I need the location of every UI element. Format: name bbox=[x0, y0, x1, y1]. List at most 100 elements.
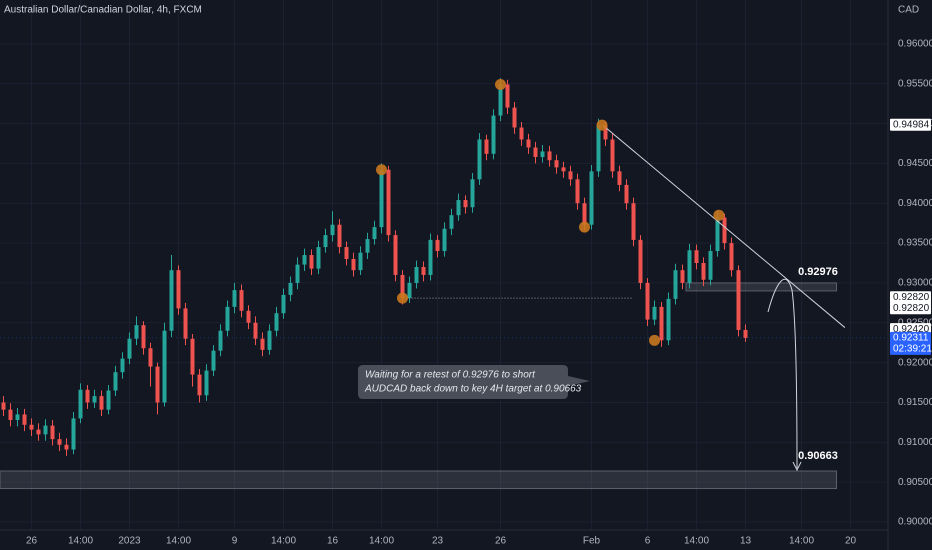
candle-body bbox=[393, 235, 398, 275]
pivot-marker bbox=[495, 78, 506, 90]
currency-label: CAD bbox=[898, 5, 919, 16]
candle-body bbox=[169, 270, 174, 331]
candle-body bbox=[519, 127, 524, 140]
candle-body bbox=[526, 139, 531, 148]
candle-body bbox=[379, 169, 384, 228]
candle-body bbox=[603, 125, 608, 140]
candle-body bbox=[8, 409, 13, 421]
y-tick-label: 0.90000 bbox=[898, 517, 932, 528]
zone bbox=[685, 282, 837, 292]
candle-body bbox=[127, 338, 132, 359]
candle-body bbox=[302, 255, 307, 265]
x-tick-label: 14:00 bbox=[684, 536, 709, 547]
x-tick-label: Feb bbox=[583, 536, 601, 547]
callout-box bbox=[358, 365, 590, 399]
candle-body bbox=[239, 290, 244, 311]
candle-body bbox=[631, 203, 636, 240]
candle-body bbox=[120, 358, 125, 373]
y-tick-label: 0.91500 bbox=[898, 397, 932, 408]
candle-body bbox=[211, 350, 216, 371]
candle-body bbox=[400, 274, 405, 299]
candle-body bbox=[232, 290, 237, 307]
x-tick-label: 13 bbox=[740, 536, 752, 547]
y-tick-label: 0.91000 bbox=[898, 437, 932, 448]
y-tick-label: 0.95500 bbox=[898, 78, 932, 89]
overlay: 0.92976 0.90663 bbox=[0, 78, 888, 462]
last-price-label: 0.92311 bbox=[893, 332, 929, 343]
candle-body bbox=[659, 306, 664, 341]
pivot-marker bbox=[376, 164, 387, 176]
candle-body bbox=[71, 418, 76, 450]
candle-body bbox=[281, 294, 286, 314]
candle-body bbox=[477, 139, 482, 180]
candle-body bbox=[99, 396, 104, 410]
candle-body bbox=[197, 374, 202, 396]
candle-body bbox=[547, 151, 552, 161]
candle-body bbox=[561, 167, 566, 172]
chart-title: Australian Dollar/Canadian Dollar, 4h, F… bbox=[4, 5, 202, 16]
y-tick-label: 0.93500 bbox=[898, 238, 932, 249]
candle-body bbox=[414, 266, 419, 283]
candle-body bbox=[351, 259, 356, 271]
price-label: 0.92820 bbox=[893, 303, 930, 314]
candle-body bbox=[610, 139, 615, 172]
x-tick-label: 26 bbox=[495, 536, 507, 547]
y-tick-label: 0.96000 bbox=[898, 38, 932, 49]
x-tick-label: 6 bbox=[645, 536, 651, 547]
x-tick-label: 14:00 bbox=[68, 536, 93, 547]
candle-body bbox=[533, 147, 538, 158]
candle-body bbox=[337, 224, 342, 248]
price-label: 0.94984 bbox=[893, 119, 930, 130]
candle-body bbox=[687, 250, 692, 283]
candle-body bbox=[50, 425, 55, 440]
candle-body bbox=[246, 310, 251, 323]
arrow-head bbox=[792, 461, 802, 472]
trend-line bbox=[602, 124, 846, 328]
candle-body bbox=[295, 264, 300, 283]
candle-body bbox=[645, 282, 650, 320]
candle-body bbox=[407, 282, 412, 299]
candle-body bbox=[715, 217, 720, 252]
candle-body bbox=[274, 313, 279, 331]
candle-body bbox=[617, 171, 622, 185]
candle-body bbox=[435, 239, 440, 252]
candle-body bbox=[470, 179, 475, 208]
candle-body bbox=[386, 169, 391, 236]
candle-body bbox=[442, 228, 447, 252]
x-tick-label: 16 bbox=[327, 536, 339, 547]
candle-body bbox=[316, 247, 321, 269]
candle-body bbox=[736, 270, 741, 330]
candle-body bbox=[673, 270, 678, 299]
x-tick-label: 14:00 bbox=[789, 536, 814, 547]
candle-body bbox=[225, 306, 230, 331]
candle-body bbox=[57, 439, 62, 445]
candle-body bbox=[680, 270, 685, 283]
candle-body bbox=[652, 306, 657, 320]
candle-body bbox=[134, 325, 139, 339]
y-tick-label: 0.94500 bbox=[898, 158, 932, 169]
candle-body bbox=[694, 250, 699, 264]
candle-body bbox=[484, 139, 489, 154]
y-tick-label: 0.93000 bbox=[898, 278, 932, 289]
candle-body bbox=[722, 217, 727, 244]
candle-body bbox=[43, 425, 48, 435]
candles bbox=[1, 78, 748, 456]
candle-body bbox=[589, 171, 594, 225]
candle-body bbox=[323, 235, 328, 248]
candle-body bbox=[624, 184, 629, 204]
pivot-marker bbox=[713, 209, 725, 221]
pivot-marker bbox=[397, 292, 408, 304]
level-label: 0.90663 bbox=[798, 450, 838, 462]
candle-body bbox=[554, 160, 559, 168]
x-tick-label: 20 bbox=[845, 536, 857, 547]
candle-body bbox=[743, 329, 748, 338]
price-label: 0.92820 bbox=[893, 292, 930, 303]
candle-body bbox=[330, 224, 335, 236]
candle-body bbox=[568, 171, 573, 180]
x-tick-label: 23 bbox=[432, 536, 444, 547]
candle-body bbox=[155, 366, 160, 403]
candle-body bbox=[92, 396, 97, 403]
candle-body bbox=[449, 215, 454, 229]
candle-body bbox=[365, 239, 370, 253]
pivot-marker bbox=[596, 119, 608, 131]
